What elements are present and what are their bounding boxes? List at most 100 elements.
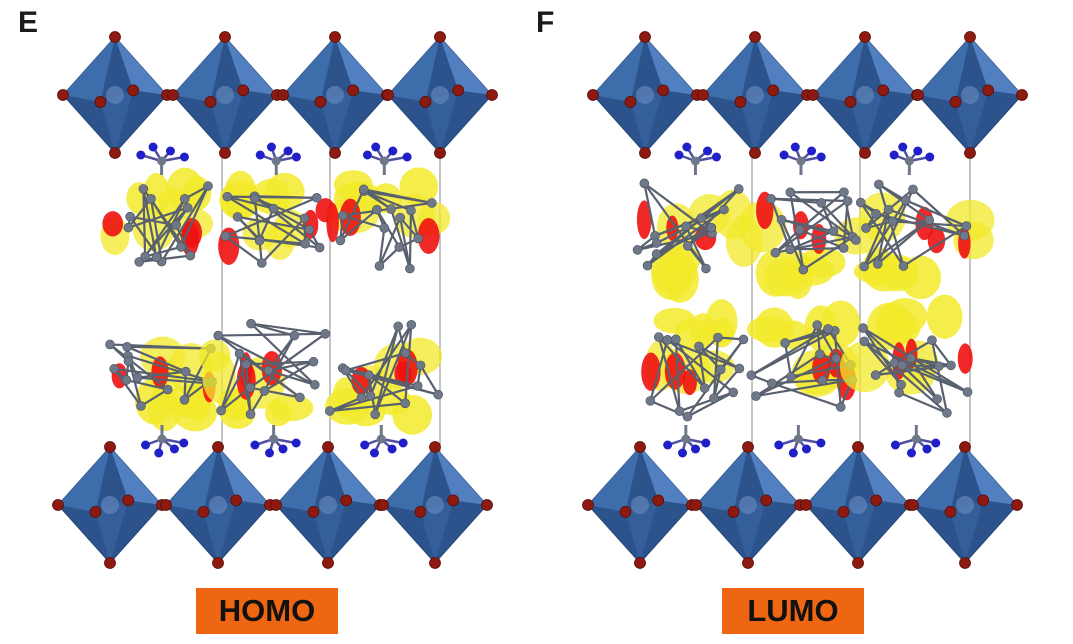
- oxygen-atom: [907, 499, 919, 511]
- carbon-atom: [681, 434, 691, 444]
- carbon-atom: [896, 379, 906, 390]
- bond: [863, 209, 890, 267]
- octahedron-face: [425, 90, 459, 153]
- oxygen-atom: [767, 84, 780, 97]
- oxygen-atom: [639, 31, 651, 43]
- octahedron-face: [913, 447, 965, 512]
- carbon-atom: [176, 242, 186, 252]
- oxygen-atom: [944, 506, 957, 518]
- carbon-atom: [241, 359, 251, 370]
- carbon-atom: [653, 332, 664, 342]
- carbon-atom: [394, 242, 405, 253]
- carbon-atom: [405, 263, 415, 274]
- carbon-atom: [859, 261, 869, 272]
- oxygen-atom: [347, 84, 360, 97]
- carbon-atom: [400, 348, 411, 358]
- nitrogen-atom: [801, 444, 811, 454]
- bond: [260, 217, 306, 264]
- carbon-atom: [379, 223, 390, 233]
- bond: [862, 327, 903, 386]
- bond: [816, 324, 821, 355]
- bond: [254, 197, 305, 220]
- oxygen-atom: [307, 506, 320, 518]
- oxygen-atom: [270, 499, 282, 511]
- oxygen-atom: [912, 89, 924, 101]
- bond: [771, 379, 823, 385]
- crystal-structure-lumo: [582, 31, 1028, 569]
- octahedron-face: [383, 447, 435, 512]
- oxygen-atom: [742, 557, 754, 569]
- carbon-atom: [220, 231, 231, 242]
- oxygen-atom: [237, 84, 250, 97]
- oxygen-atom: [127, 84, 140, 97]
- carbon-atom: [254, 235, 265, 246]
- bond: [374, 324, 413, 415]
- carbon-atom: [259, 386, 270, 396]
- carbon-atom: [839, 187, 849, 197]
- nitrogen-atom: [387, 444, 397, 454]
- carbon-atom: [828, 226, 839, 236]
- bond: [329, 402, 406, 413]
- density-lobe: [273, 209, 309, 248]
- density-lobe: [788, 256, 835, 286]
- carbon-atom: [831, 353, 842, 364]
- bond: [113, 368, 142, 407]
- lumo-label: LUMO: [722, 588, 864, 634]
- oxygen-atom: [329, 147, 341, 159]
- carbon-atom: [162, 384, 173, 395]
- bond: [784, 342, 793, 377]
- octahedron-face: [210, 90, 244, 153]
- carbon-atom: [427, 198, 437, 208]
- carbon-atom: [249, 193, 260, 204]
- carbon-atom: [138, 184, 149, 194]
- carbon-atom: [645, 396, 656, 406]
- bond: [140, 388, 169, 407]
- oxygen-atom: [749, 147, 761, 159]
- carbon-atom: [751, 391, 761, 401]
- oxygen-atom: [852, 557, 864, 569]
- bond: [236, 216, 261, 241]
- carbon-atom: [794, 224, 805, 235]
- density-lobe: [326, 202, 339, 243]
- bond: [217, 334, 316, 386]
- bond: [649, 339, 669, 402]
- octahedron-face: [328, 447, 380, 505]
- carbon-atom: [639, 178, 650, 189]
- carbon-atom: [157, 156, 167, 166]
- oxygen-atom: [219, 147, 231, 159]
- carbon-atom: [766, 193, 776, 204]
- octahedron-face: [950, 500, 984, 563]
- nitrogen-atom: [678, 448, 688, 458]
- oxygen-atom: [870, 494, 883, 507]
- bond: [780, 219, 805, 271]
- carbon-atom: [924, 215, 935, 225]
- octahedron-face: [918, 37, 970, 102]
- panel-letter: F: [536, 6, 555, 39]
- bond: [263, 335, 296, 392]
- oxygen-atom: [377, 499, 389, 511]
- bond: [374, 326, 400, 415]
- octahedron-face: [955, 90, 989, 153]
- carbon-atom: [898, 261, 909, 271]
- carbon-atom: [812, 320, 823, 330]
- carbon-atom: [770, 247, 781, 258]
- bond: [369, 325, 400, 397]
- oxygen-atom: [800, 499, 812, 511]
- bond: [268, 360, 314, 372]
- octahedron-face: [640, 447, 692, 505]
- carbon-atom: [310, 379, 320, 390]
- bond: [142, 188, 147, 257]
- bond: [127, 345, 211, 350]
- bond: [655, 188, 740, 255]
- octahedron-face: [645, 37, 697, 95]
- carbon-atom: [786, 371, 796, 382]
- bond: [789, 247, 844, 251]
- octahedron-face: [335, 37, 387, 95]
- oxygen-atom: [419, 96, 432, 108]
- carbon-atom: [320, 329, 331, 339]
- carbon-atom: [874, 179, 884, 190]
- carbon-atom: [311, 192, 322, 203]
- metal-atom: [426, 496, 444, 514]
- homo-label: HOMO: [196, 588, 338, 634]
- metal-atom: [956, 496, 974, 514]
